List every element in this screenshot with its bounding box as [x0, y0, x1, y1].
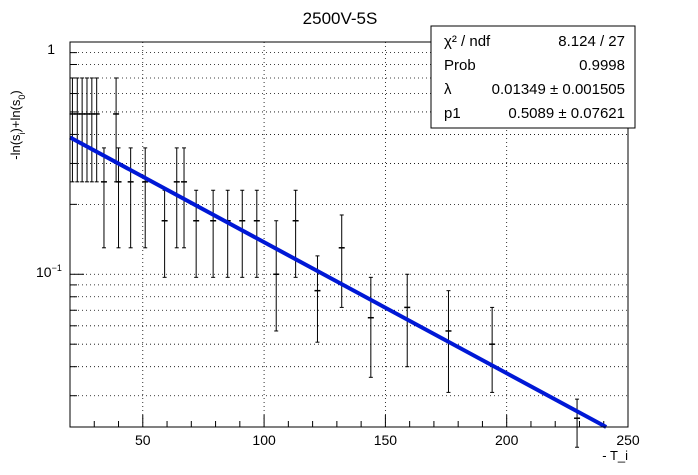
y-label-main: -ln(s	[8, 134, 23, 160]
data-point	[127, 147, 134, 249]
fit-layer	[69, 135, 608, 429]
x-tick-label: 200	[495, 432, 519, 448]
data-point	[489, 306, 496, 393]
stats-box-frame	[430, 25, 636, 129]
points-layer	[69, 77, 581, 448]
data-point	[224, 189, 231, 278]
stats-box: χ² / ndf 8.124 / 27 Prob 0.9998 λ 0.01349 ± 0…	[430, 25, 636, 129]
stats-label: χ² / ndf	[444, 33, 491, 50]
stats-value: 0.01349 ± 0.001505	[492, 81, 625, 98]
chart-title: 2500V-5S	[303, 9, 378, 28]
y-label-end: )	[8, 90, 23, 94]
plot-frame	[69, 41, 629, 428]
stats-value: 0.9998	[579, 57, 625, 74]
data-point	[574, 398, 581, 448]
stats-rows: χ² / ndf 8.124 / 27 Prob 0.9998 λ 0.01349 ± 0…	[444, 33, 625, 122]
data-point	[367, 276, 374, 378]
x-tick-label: 50	[135, 432, 151, 448]
stats-value: 0.5089 ± 0.07621	[508, 105, 625, 122]
y-axis-label: -ln(si)+ln(s0)	[8, 90, 27, 160]
x-tick-label: 150	[374, 432, 398, 448]
data-point	[273, 220, 280, 332]
x-axis-label: - T_i	[602, 448, 628, 463]
data-point	[93, 77, 100, 183]
y-label-sub1: i	[17, 132, 27, 134]
data-point	[239, 189, 246, 278]
data-point	[173, 147, 180, 249]
data-point	[338, 214, 345, 308]
fit-line	[69, 135, 608, 429]
data-point	[79, 77, 86, 183]
y-label-sub2: 0	[17, 95, 27, 100]
stats-value: 8.124 / 27	[558, 33, 625, 50]
ticks-layer: 50 100 150 200 250	[69, 41, 640, 448]
data-point	[292, 189, 299, 278]
x-tick-label: 100	[252, 432, 276, 448]
data-point	[142, 147, 149, 249]
data-point	[83, 77, 90, 183]
data-point	[88, 77, 95, 183]
stats-label: Prob	[444, 57, 476, 74]
y-label-mid: )+ln(s	[8, 99, 23, 132]
data-point	[100, 147, 107, 249]
data-point	[210, 189, 217, 278]
y-tick-label-base: 10	[36, 264, 52, 280]
x-tick-label: 250	[616, 432, 640, 448]
y-tick-label-0.1: 10−1	[36, 263, 62, 280]
y-tick-label-exp: −1	[52, 263, 62, 273]
stats-label: p1	[444, 105, 461, 122]
stats-label: λ	[444, 81, 452, 98]
data-point	[161, 189, 168, 278]
y-tick-label-1: 1	[47, 41, 55, 57]
data-point	[253, 189, 260, 278]
